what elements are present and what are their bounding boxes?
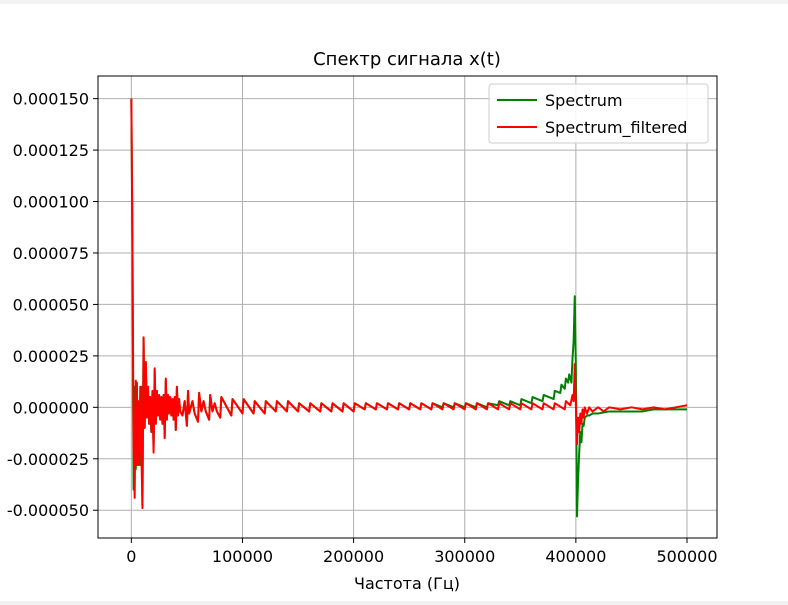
chart-title: Спектр сигнала x(t) [313, 49, 501, 70]
y-tick-label: 0.000075 [13, 244, 89, 263]
y-tick-label: 0.000050 [13, 295, 89, 314]
x-tick-label: 0 [126, 547, 136, 566]
x-tick-label: 200000 [323, 547, 384, 566]
series-line-spectrum-filtered [130, 98, 688, 510]
y-tick-label: 0.000025 [13, 347, 89, 366]
x-tick-label: 300000 [434, 547, 495, 566]
legend-label-spectrum: Spectrum [545, 91, 623, 110]
bottom-strip [0, 601, 788, 605]
series-layer [130, 98, 688, 518]
legend: Spectrum Spectrum_filtered [488, 83, 709, 144]
x-tick-label: 500000 [656, 547, 717, 566]
legend-box [488, 83, 709, 144]
x-tick-label: 400000 [545, 547, 606, 566]
grid-lines [98, 76, 717, 538]
top-strip [0, 0, 788, 4]
y-tick-label: 0.000125 [13, 141, 89, 160]
y-tick-label: 0.000000 [13, 398, 89, 417]
series-line-spectrum [130, 98, 687, 518]
y-tick-label: -0.000050 [7, 501, 89, 520]
x-axis: 0 100000 200000 300000 400000 500000 [126, 538, 718, 566]
x-tick-label: 100000 [212, 547, 273, 566]
legend-label-spectrum-filtered: Spectrum_filtered [545, 118, 687, 138]
x-axis-label: Частота (Гц) [354, 574, 460, 593]
y-tick-label: 0.000150 [13, 90, 89, 109]
y-axis: -0.000050 -0.000025 0.000000 0.000025 0.0000… [7, 90, 98, 520]
plot-frame [97, 75, 718, 539]
y-tick-label: 0.000100 [13, 193, 89, 212]
y-tick-label: -0.000025 [7, 450, 89, 469]
